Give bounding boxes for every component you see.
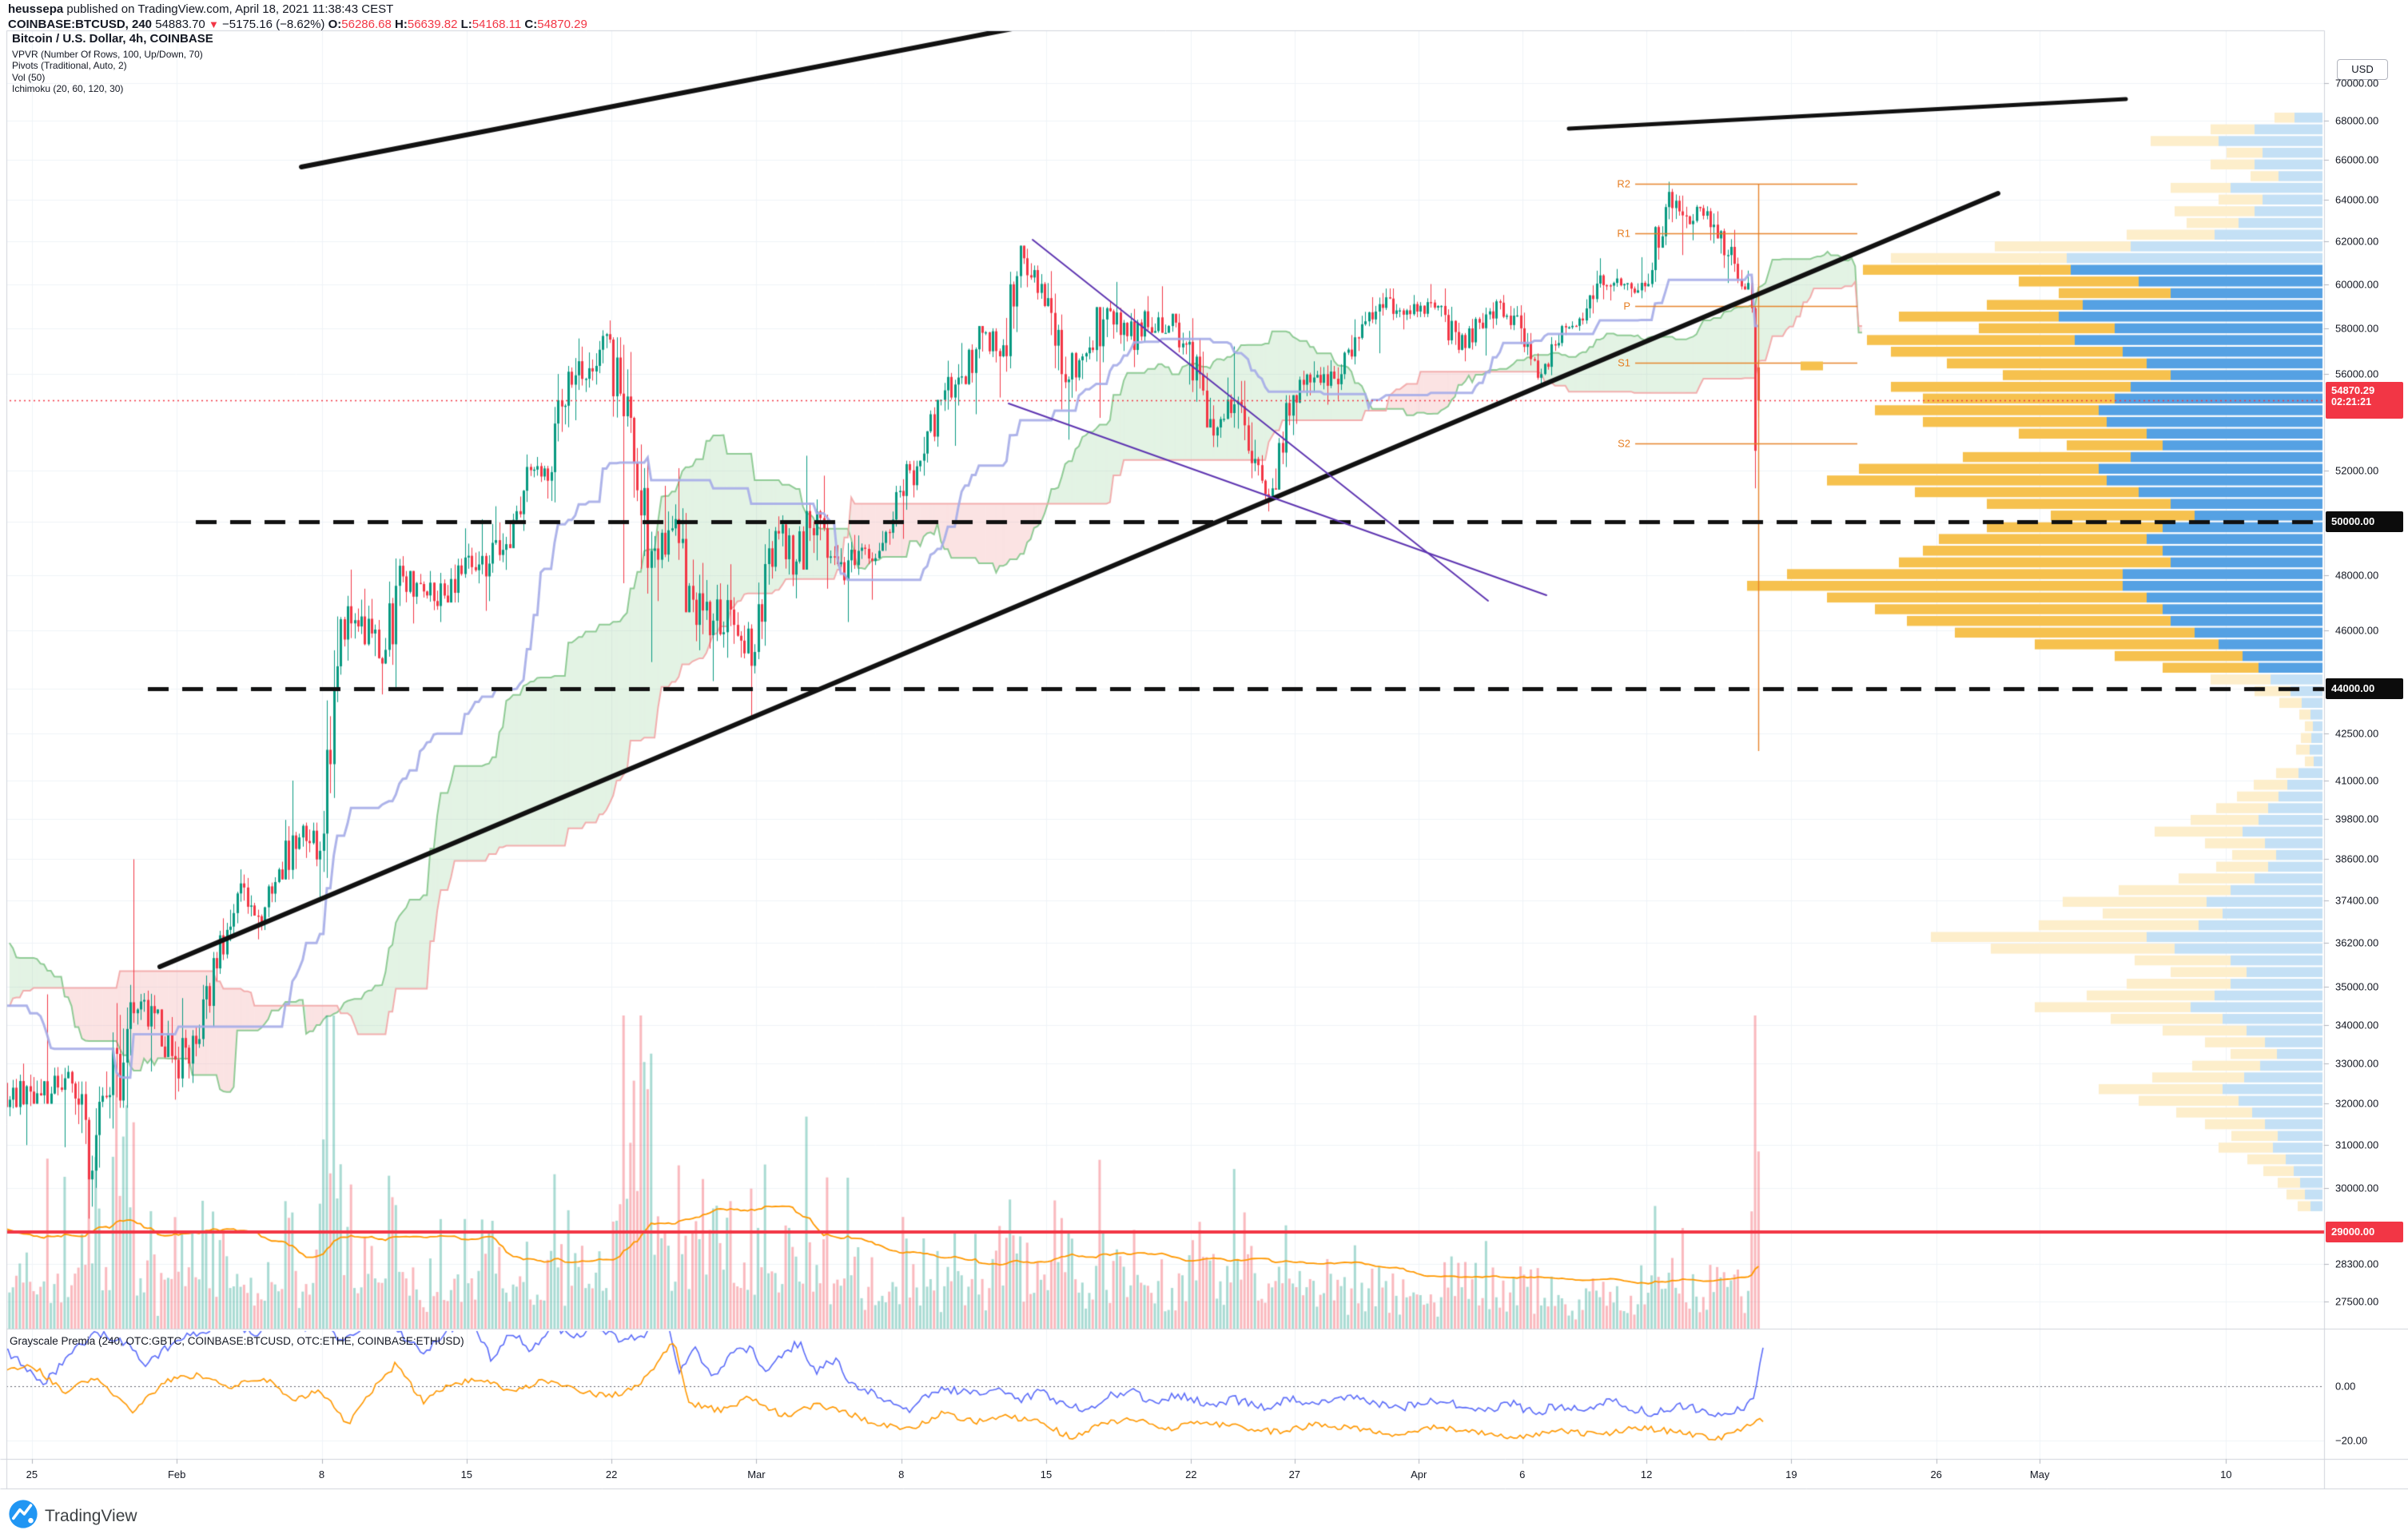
last-price-badge-value: 54870.29	[2331, 384, 2375, 397]
pivot-label-r1: R1	[1617, 227, 1630, 240]
high-value: 56639.82	[407, 18, 458, 31]
price-tick[interactable]: 37400.00	[2335, 894, 2379, 907]
time-tick[interactable]: Apr	[1411, 1468, 1427, 1480]
premia-tick[interactable]: −20.00	[2335, 1434, 2368, 1447]
publish-info: published on TradingView.com, April 18, …	[63, 2, 394, 16]
time-tick[interactable]: 19	[1785, 1468, 1797, 1480]
legend-symbol-title[interactable]: Bitcoin / U.S. Dollar, 4h, COINBASE	[12, 32, 213, 46]
last-price-badge: 54870.29 02:21:21	[2326, 382, 2403, 419]
price-tick[interactable]: 33000.00	[2335, 1057, 2379, 1070]
legend-indicator-vol[interactable]: Vol (50)	[12, 71, 46, 83]
low-label: L:	[460, 18, 472, 31]
pivot-label-s1: S1	[1618, 356, 1630, 369]
price-tick[interactable]: 60000.00	[2335, 278, 2379, 291]
legend-indicator-ichimoku[interactable]: Ichimoku (20, 60, 120, 30)	[12, 83, 124, 94]
price-tick[interactable]: 32000.00	[2335, 1097, 2379, 1110]
time-tick[interactable]: 8	[898, 1468, 905, 1480]
price-tick[interactable]: 39800.00	[2335, 813, 2379, 825]
high-label: H:	[395, 18, 408, 31]
time-tick[interactable]: 6	[1519, 1468, 1526, 1480]
currency-badge[interactable]: USD	[2337, 59, 2388, 80]
price-tick[interactable]: 46000.00	[2335, 624, 2379, 637]
bar-countdown: 02:21:21	[2331, 396, 2372, 408]
price-tick[interactable]: 52000.00	[2335, 464, 2379, 477]
price-tick[interactable]: 58000.00	[2335, 322, 2379, 335]
tradingview-attribution[interactable]: TradingView	[8, 1499, 137, 1533]
price-tick[interactable]: 31000.00	[2335, 1139, 2379, 1151]
publisher-name: heussepa	[8, 2, 64, 16]
pivot-label-s2: S2	[1618, 437, 1630, 450]
price-tick[interactable]: 34000.00	[2335, 1019, 2379, 1031]
price-tick[interactable]: 48000.00	[2335, 569, 2379, 582]
price-tick[interactable]: 62000.00	[2335, 235, 2379, 248]
time-tick[interactable]: 15	[460, 1468, 473, 1480]
price-tick[interactable]: 38600.00	[2335, 852, 2379, 865]
last-price: 54883.70	[155, 18, 205, 31]
price-tick[interactable]: 28300.00	[2335, 1258, 2379, 1270]
legend-indicator-vpvr[interactable]: VPVR (Number Of Rows, 100, Up/Down, 70)	[12, 48, 203, 60]
open-label: O:	[328, 18, 342, 31]
level-badge-44000: 44000.00	[2326, 678, 2403, 699]
price-tick[interactable]: 30000.00	[2335, 1182, 2379, 1194]
level-badge-50000: 50000.00	[2326, 511, 2403, 533]
legend-indicator-pivots[interactable]: Pivots (Traditional, Auto, 2)	[12, 60, 127, 71]
price-tick[interactable]: 66000.00	[2335, 153, 2379, 166]
price-tick[interactable]: 70000.00	[2335, 77, 2379, 89]
time-tick[interactable]: 15	[1040, 1468, 1053, 1480]
time-tick[interactable]: 22	[1185, 1468, 1197, 1480]
premia-tick[interactable]: 0.00	[2335, 1380, 2356, 1393]
time-tick[interactable]: Mar	[747, 1468, 766, 1480]
price-tick[interactable]: 36200.00	[2335, 936, 2379, 949]
price-tick[interactable]: 68000.00	[2335, 114, 2379, 127]
time-tick[interactable]: 10	[2220, 1468, 2232, 1480]
down-arrow-icon: ▼	[208, 18, 219, 30]
time-tick[interactable]: 26	[1930, 1468, 1942, 1480]
time-tick[interactable]: 27	[1288, 1468, 1301, 1480]
time-tick[interactable]: May	[2029, 1468, 2050, 1480]
open-value: 56286.68	[341, 18, 392, 31]
low-value: 54168.11	[472, 18, 522, 31]
price-tick[interactable]: 35000.00	[2335, 980, 2379, 993]
time-tick[interactable]: 12	[1640, 1468, 1653, 1480]
close-value: 54870.29	[537, 18, 587, 31]
pivot-label-r2: R2	[1617, 177, 1630, 190]
close-label: C:	[524, 18, 538, 31]
publish-header: heussepa published on TradingView.com, A…	[8, 2, 393, 16]
time-tick[interactable]: 25	[26, 1468, 38, 1480]
tradingview-logo-icon	[8, 1499, 38, 1533]
chart-legend: Bitcoin / U.S. Dollar, 4h, COINBASE VPVR…	[12, 32, 213, 95]
symbol-name: COINBASE:BTCUSD, 240	[8, 18, 153, 31]
price-change: −5175.16 (−8.62%)	[222, 18, 325, 31]
time-tick[interactable]: 8	[318, 1468, 325, 1480]
price-tick[interactable]: 56000.00	[2335, 368, 2379, 380]
symbol-header: COINBASE:BTCUSD, 240 54883.70 ▼ −5175.16…	[8, 18, 587, 31]
grayscale-premia-legend[interactable]: Grayscale Premia (240, OTC:GBTC, COINBAS…	[10, 1335, 464, 1347]
price-tick[interactable]: 41000.00	[2335, 774, 2379, 787]
tradingview-brand-text: TradingView	[45, 1506, 137, 1525]
pivot-label-p: P	[1623, 300, 1630, 312]
price-tick[interactable]: 64000.00	[2335, 193, 2379, 206]
price-tick[interactable]: 42500.00	[2335, 727, 2379, 740]
price-tick[interactable]: 27500.00	[2335, 1295, 2379, 1308]
time-tick[interactable]: Feb	[167, 1468, 186, 1480]
time-tick[interactable]: 22	[605, 1468, 618, 1480]
level-badge-29000: 29000.00	[2326, 1222, 2403, 1243]
